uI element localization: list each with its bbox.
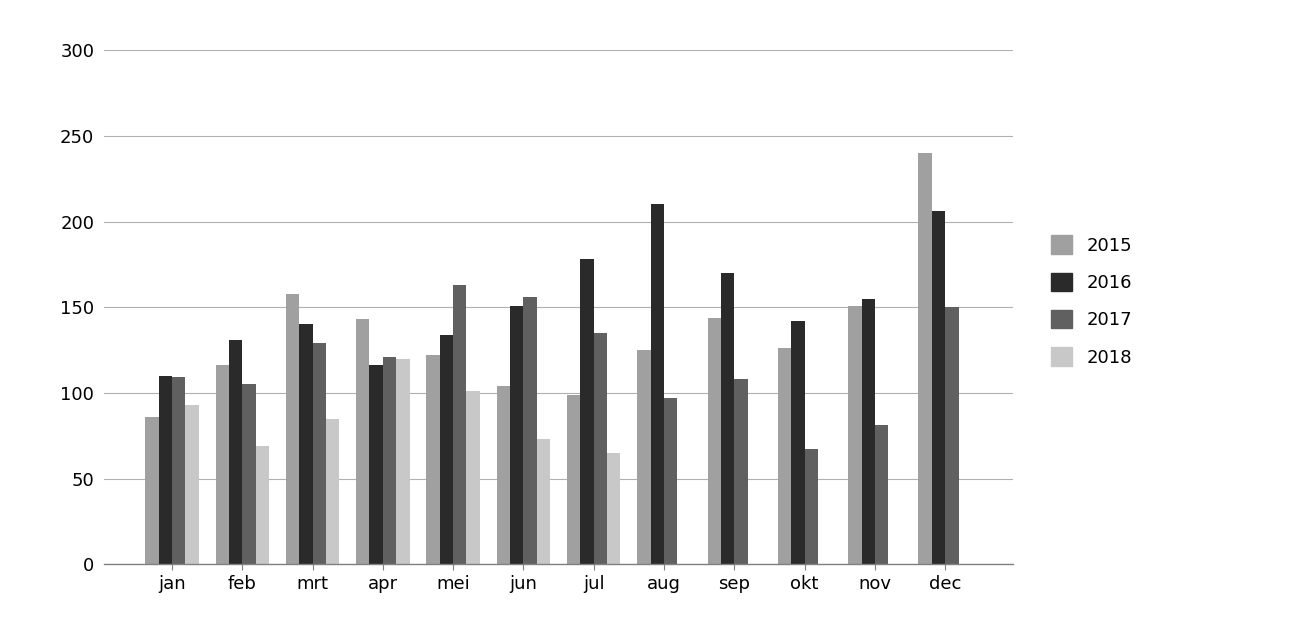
Bar [536, 439, 551, 564]
Bar [326, 419, 339, 564]
Bar [946, 307, 959, 564]
Bar [171, 377, 186, 564]
Bar [496, 386, 511, 564]
Bar [638, 350, 651, 564]
Bar [396, 359, 409, 564]
Bar [848, 305, 861, 564]
Bar [918, 153, 931, 564]
Bar [931, 211, 946, 564]
Bar [186, 405, 199, 564]
Bar [383, 357, 396, 564]
Bar [804, 450, 818, 564]
Bar [229, 340, 242, 564]
Bar [440, 335, 453, 564]
Bar [607, 453, 621, 564]
Bar [286, 293, 299, 564]
Bar [566, 394, 581, 564]
Bar [256, 446, 269, 564]
Bar [145, 417, 158, 564]
Bar [778, 349, 791, 564]
Bar [791, 321, 804, 564]
Bar [876, 426, 889, 564]
Bar [708, 317, 721, 564]
Bar [158, 376, 171, 564]
Bar [594, 333, 607, 564]
Bar [453, 285, 466, 564]
Bar [313, 343, 326, 564]
Bar [664, 398, 677, 564]
Legend: 2015, 2016, 2017, 2018: 2015, 2016, 2017, 2018 [1042, 226, 1142, 376]
Bar [511, 305, 523, 564]
Bar [426, 356, 440, 564]
Bar [466, 391, 479, 564]
Bar [216, 366, 229, 564]
Bar [721, 273, 734, 564]
Bar [861, 298, 876, 564]
Bar [651, 204, 664, 564]
Bar [242, 384, 256, 564]
Bar [581, 259, 594, 564]
Bar [523, 297, 536, 564]
Bar [734, 379, 748, 564]
Bar [299, 324, 313, 564]
Bar [369, 366, 383, 564]
Bar [356, 319, 369, 564]
